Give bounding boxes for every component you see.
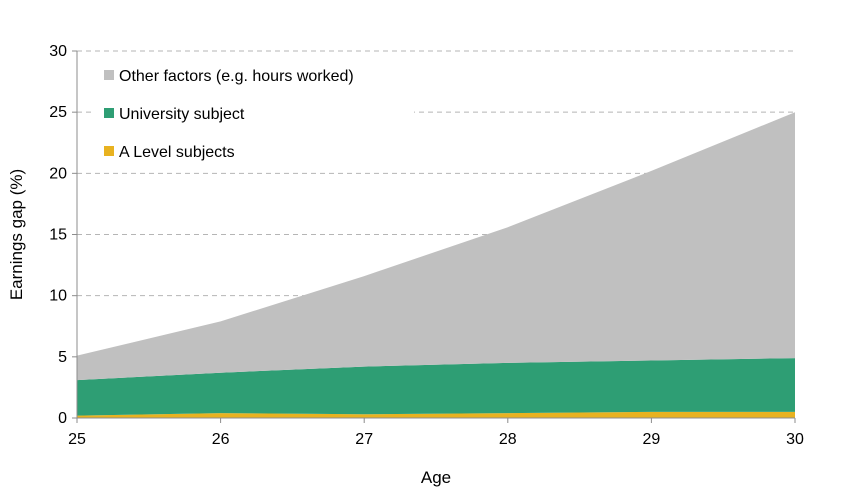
y-tick-label-5: 5	[58, 349, 67, 366]
y-tick-label-20: 20	[49, 165, 67, 182]
x-tick-label-30: 30	[786, 431, 804, 448]
legend-swatch-a-level-subjects	[104, 146, 114, 156]
area-a-level-subjects	[77, 411, 795, 418]
x-tick-label-27: 27	[355, 431, 373, 448]
y-axis-title: Earnings gap (%)	[7, 169, 26, 300]
x-axis-title: Age	[421, 468, 451, 487]
x-tick-label-25: 25	[68, 431, 86, 448]
area-other-factors-e-g-hours-worked	[77, 112, 795, 381]
legend: Other factors (e.g. hours worked) Univers…	[92, 58, 414, 170]
legend-background	[92, 58, 414, 170]
legend-swatch-other-factors-e-g-hours-worked	[104, 70, 114, 80]
legend-swatch-university-subject	[104, 108, 114, 118]
y-tick-label-0: 0	[58, 410, 67, 427]
legend-label-university-subject: University subject	[119, 106, 245, 123]
legend-label-a-level-subjects: A Level subjects	[119, 144, 235, 161]
x-tick-label-29: 29	[643, 431, 661, 448]
area-university-subject	[77, 358, 795, 416]
y-tick-label-15: 15	[49, 227, 67, 244]
x-tick-label-28: 28	[499, 431, 517, 448]
x-tick-label-26: 26	[212, 431, 230, 448]
area-series	[77, 112, 795, 418]
y-tick-label-10: 10	[49, 288, 67, 305]
y-tick-label-30: 30	[49, 43, 67, 60]
y-tick-label-25: 25	[49, 104, 67, 121]
legend-label-other-factors-e-g-hours-worked: Other factors (e.g. hours worked)	[119, 68, 354, 85]
axes: 0 5 10 15 20 25 30 25 26 27 28 29 30	[49, 43, 804, 448]
